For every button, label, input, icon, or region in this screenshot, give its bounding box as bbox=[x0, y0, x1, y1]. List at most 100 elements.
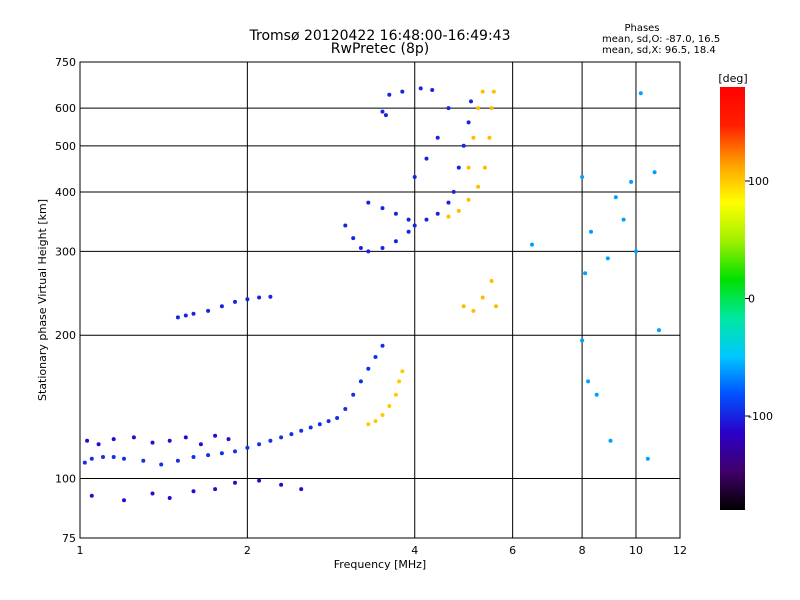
data-point bbox=[141, 458, 146, 463]
data-point bbox=[233, 449, 237, 454]
data-point bbox=[657, 328, 661, 333]
data-point bbox=[471, 308, 476, 313]
data-point bbox=[480, 295, 485, 300]
data-point bbox=[366, 200, 371, 205]
data-point bbox=[213, 487, 218, 492]
x-tick-label: 2 bbox=[244, 544, 251, 557]
data-point bbox=[424, 217, 429, 222]
series-group bbox=[175, 294, 273, 320]
data-point bbox=[299, 428, 304, 433]
y-axis: 75 100 200 300 400 500 600 750 bbox=[55, 56, 76, 545]
y-tick-label: 300 bbox=[55, 245, 76, 258]
data-point bbox=[412, 223, 417, 228]
data-point bbox=[131, 435, 136, 440]
data-point bbox=[175, 458, 180, 463]
data-point bbox=[605, 256, 610, 261]
data-point bbox=[183, 435, 188, 440]
data-point bbox=[343, 407, 348, 411]
data-point bbox=[317, 422, 322, 427]
data-point bbox=[400, 369, 405, 374]
data-point bbox=[122, 498, 126, 503]
data-point bbox=[268, 438, 273, 443]
data-point bbox=[652, 170, 657, 175]
series-group bbox=[82, 343, 385, 467]
data-point bbox=[621, 217, 626, 222]
data-point bbox=[219, 451, 224, 456]
data-point bbox=[366, 422, 371, 427]
data-point bbox=[101, 455, 105, 459]
data-point bbox=[219, 304, 224, 309]
data-point bbox=[257, 478, 262, 483]
colorbar-gradient bbox=[720, 87, 745, 510]
data-point bbox=[430, 88, 435, 92]
data-point bbox=[435, 211, 440, 216]
data-point bbox=[111, 455, 116, 459]
data-point bbox=[424, 156, 429, 161]
x-axis-label: Frequency [MHz] bbox=[334, 558, 426, 571]
data-point bbox=[645, 456, 650, 461]
data-point bbox=[387, 92, 392, 97]
data-point bbox=[400, 89, 405, 94]
data-point bbox=[583, 271, 588, 276]
data-point bbox=[335, 416, 340, 420]
data-point bbox=[198, 442, 203, 447]
colorbar-tick-label: -100 bbox=[748, 410, 773, 423]
grid-lines bbox=[80, 62, 680, 538]
data-point bbox=[150, 491, 155, 496]
data-point bbox=[418, 86, 423, 91]
data-point bbox=[343, 223, 348, 228]
data-point bbox=[393, 211, 398, 216]
data-point bbox=[257, 442, 262, 447]
data-point bbox=[191, 489, 196, 494]
legend-line-x: mean, sd,X: 96.5, 18.4 bbox=[602, 45, 716, 56]
data-point bbox=[580, 338, 585, 343]
data-point bbox=[446, 200, 451, 205]
x-tick-label: 6 bbox=[509, 544, 516, 557]
data-point bbox=[380, 343, 385, 348]
data-point bbox=[494, 304, 498, 309]
plot-frame bbox=[79, 61, 681, 539]
data-point bbox=[380, 413, 385, 417]
series-group bbox=[85, 433, 304, 503]
data-point bbox=[451, 189, 456, 194]
data-point bbox=[351, 392, 356, 397]
data-point bbox=[466, 197, 471, 202]
data-point bbox=[366, 249, 371, 254]
y-tick-label: 400 bbox=[55, 186, 76, 199]
data-point bbox=[406, 217, 411, 222]
data-point bbox=[589, 229, 593, 234]
data-point bbox=[491, 89, 496, 94]
legend-box: Phases mean, sd,O: -87.0, 16.5 mean, sd,… bbox=[602, 23, 720, 56]
data-point bbox=[613, 195, 618, 200]
data-point bbox=[213, 433, 218, 438]
data-point bbox=[206, 308, 211, 313]
data-point bbox=[358, 246, 363, 250]
data-point bbox=[183, 313, 188, 318]
data-point bbox=[373, 419, 378, 424]
colorbar-label: [deg] bbox=[718, 72, 747, 85]
x-tick-label: 1 bbox=[77, 544, 84, 557]
data-point bbox=[167, 496, 172, 500]
data-point bbox=[471, 135, 476, 140]
data-point bbox=[326, 419, 331, 424]
data-point bbox=[358, 379, 363, 384]
data-point bbox=[466, 165, 471, 170]
data-point bbox=[380, 246, 385, 250]
data-point bbox=[233, 480, 237, 485]
series-group bbox=[366, 369, 405, 427]
data-point bbox=[489, 106, 494, 111]
y-tick-label: 500 bbox=[55, 140, 76, 153]
data-point bbox=[446, 214, 451, 219]
data-point bbox=[122, 456, 126, 461]
legend-title: Phases bbox=[624, 23, 659, 34]
data-point bbox=[383, 113, 388, 118]
data-point bbox=[257, 295, 262, 300]
series-group bbox=[343, 86, 473, 254]
data-point bbox=[461, 304, 466, 309]
data-point bbox=[461, 143, 466, 148]
y-tick-label: 750 bbox=[55, 56, 76, 69]
colorbar-tick-label: 0 bbox=[748, 293, 755, 306]
data-point bbox=[226, 437, 231, 442]
data-point bbox=[586, 379, 591, 384]
